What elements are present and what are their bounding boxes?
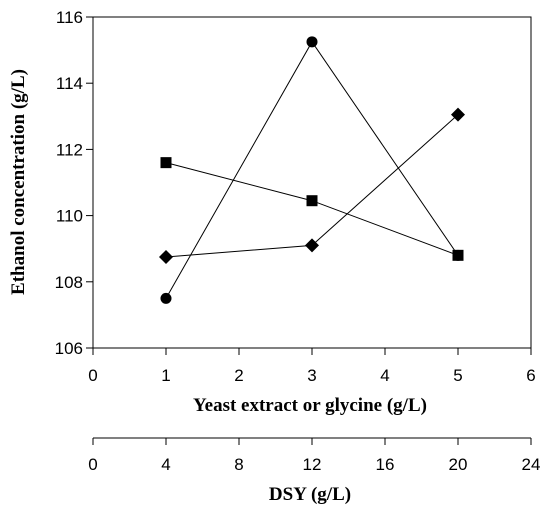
x2-tick-label: 8 [234, 455, 243, 474]
x2-tick-label: 16 [376, 455, 395, 474]
series-line [165, 114, 459, 258]
y-tick-label: 116 [56, 8, 83, 27]
plot-area-border [92, 16, 532, 349]
data-point-square [160, 157, 172, 169]
x-tick-label: 0 [88, 366, 97, 385]
data-point-circle [160, 292, 172, 304]
x-tick-label: 2 [234, 366, 243, 385]
data-point-square [306, 195, 318, 207]
y-tick-label: 112 [56, 140, 83, 159]
x-tick-label: 5 [453, 366, 462, 385]
x-tick-label: 3 [307, 366, 316, 385]
x2-tick-label: 4 [161, 455, 170, 474]
y-tick-label: 114 [56, 74, 83, 93]
x2-axis: 0 4 8 12 16 20 24 [88, 437, 541, 474]
series-square [160, 157, 464, 261]
series-diamond [159, 107, 465, 264]
x2-axis-title: DSY (g/L) [269, 484, 351, 505]
data-point-square [452, 249, 464, 261]
data-point-diamond [305, 238, 319, 253]
y-tick-label: 108 [55, 273, 83, 292]
x-axis-title: Yeast extract or glycine (g/L) [193, 395, 427, 416]
x-tick-label: 4 [380, 366, 389, 385]
series-circle [160, 36, 464, 304]
y-tick-label: 110 [56, 207, 83, 226]
y-axis: 106 108 110 112 114 116 [55, 8, 93, 358]
x2-tick-label: 20 [449, 455, 468, 474]
x-tick-label: 1 [161, 366, 170, 385]
series-line [165, 40, 459, 299]
x2-tick-label: 12 [303, 455, 322, 474]
x2-tick-label: 0 [88, 455, 97, 474]
plot-frame [92, 16, 532, 349]
data-point-circle [306, 36, 318, 48]
data-point-diamond [451, 107, 465, 122]
data-point-diamond [159, 249, 173, 264]
y-axis-title: Ethanol concentration (g/L) [8, 69, 29, 295]
y-tick-label: 106 [55, 339, 83, 358]
x-axis: 0 1 2 3 4 5 6 [88, 348, 536, 385]
x-tick-label: 6 [526, 366, 535, 385]
x2-tick-label: 24 [522, 455, 541, 474]
series-layer [159, 36, 465, 304]
